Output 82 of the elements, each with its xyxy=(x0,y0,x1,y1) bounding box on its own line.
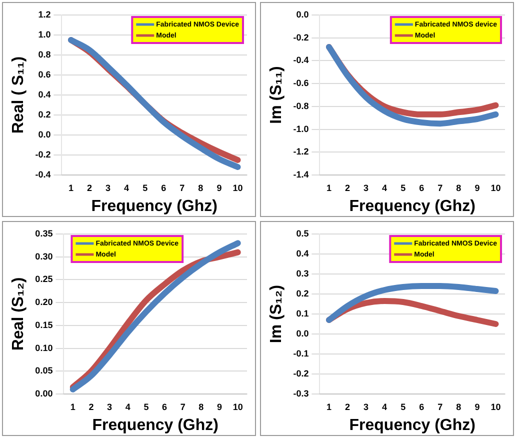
x-tick-label: 4 xyxy=(125,402,130,412)
y-tick-label: -0.2 xyxy=(293,368,309,378)
x-tick-label: 10 xyxy=(490,402,501,412)
x-tick-label: 3 xyxy=(364,402,369,412)
x-tick-label: 10 xyxy=(490,182,501,193)
x-tick-label: 9 xyxy=(474,402,480,412)
x-tick-label: 6 xyxy=(419,182,424,193)
x-tick-label: 3 xyxy=(364,182,369,193)
y-tick-label: -1.0 xyxy=(293,124,309,134)
x-tick-label: 10 xyxy=(232,182,243,193)
x-axis-title: Frequency (Ghz) xyxy=(91,198,218,215)
y-tick-label: -0.3 xyxy=(293,388,309,398)
y-tick-label: 0.0 xyxy=(296,328,309,338)
x-tick-label: 6 xyxy=(419,402,424,412)
x-tick-label: 2 xyxy=(88,402,94,412)
x-tick-label: 9 xyxy=(216,182,222,193)
x-tick-label: 4 xyxy=(382,402,388,412)
x-tick-label: 2 xyxy=(344,402,350,412)
x-tick-label: 1 xyxy=(68,182,74,193)
x-tick-label: 8 xyxy=(198,182,204,193)
y-tick-label: 0.2 xyxy=(296,288,309,298)
x-tick-label: 4 xyxy=(124,182,130,193)
x-tick-label: 7 xyxy=(438,402,443,412)
x-tick-label: 1 xyxy=(326,402,332,412)
y-tick-label: 0.25 xyxy=(35,274,53,284)
y-axis-title: Im (S₁₂) xyxy=(268,284,286,344)
y-tick-label: 0.0 xyxy=(296,9,309,20)
x-axis-title: Frequency (Ghz) xyxy=(349,198,476,215)
x-tick-label: 7 xyxy=(180,402,186,412)
y-tick-label: 0.8 xyxy=(38,49,51,60)
y-tick-label: 0.4 xyxy=(38,89,51,100)
y-tick-label: 0.1 xyxy=(296,308,309,318)
x-tick-label: 6 xyxy=(162,402,168,412)
y-tick-label: 1.2 xyxy=(38,9,51,20)
x-tick-label: 4 xyxy=(382,182,388,193)
y-tick-label: 0.30 xyxy=(35,251,53,262)
y-tick-label: -0.4 xyxy=(293,55,309,66)
y-axis-title: Real ( S₁₁) xyxy=(10,56,28,134)
x-tick-label: 1 xyxy=(326,182,332,193)
x-tick-label: 5 xyxy=(144,402,149,412)
y-tick-label: -1.2 xyxy=(293,146,309,157)
y-tick-label: 0.10 xyxy=(35,342,53,353)
y-tick-label: 1.0 xyxy=(38,29,51,40)
y-tick-label: 0.00 xyxy=(35,388,53,398)
y-tick-label: -0.2 xyxy=(35,149,51,160)
x-tick-label: 3 xyxy=(107,402,112,412)
y-tick-label: -0.4 xyxy=(35,169,51,180)
x-tick-label: 1 xyxy=(70,402,76,412)
y-tick-label: 0.2 xyxy=(38,109,51,120)
x-tick-label: 8 xyxy=(456,402,462,412)
x-tick-label: 8 xyxy=(198,402,204,412)
x-axis-title: Frequency (Ghz) xyxy=(92,416,218,434)
y-tick-label: 0.35 xyxy=(35,228,53,238)
x-tick-label: 10 xyxy=(232,402,243,412)
y-tick-label: -0.1 xyxy=(293,348,309,358)
x-tick-label: 2 xyxy=(344,182,350,193)
x-tick-label: 7 xyxy=(180,182,185,193)
x-tick-label: 5 xyxy=(142,182,148,193)
y-tick-label: -0.2 xyxy=(293,32,309,42)
y-tick-label: 0.6 xyxy=(38,69,51,80)
x-tick-label: 3 xyxy=(106,182,111,193)
y-tick-label: -0.8 xyxy=(293,100,309,111)
y-axis-title: Im (S₁₁) xyxy=(268,66,286,124)
y-axis-title: Real (S₁₂) xyxy=(10,277,28,351)
y-tick-label: -0.6 xyxy=(293,78,309,88)
x-tick-label: 9 xyxy=(217,402,222,412)
x-tick-label: 8 xyxy=(456,182,462,193)
x-tick-label: 5 xyxy=(400,402,406,412)
y-tick-label: -1.4 xyxy=(293,169,309,180)
x-tick-label: 2 xyxy=(86,182,92,193)
x-tick-label: 9 xyxy=(474,182,480,193)
y-tick-label: 0.3 xyxy=(296,268,309,278)
y-tick-label: 0.4 xyxy=(296,248,309,258)
x-axis-title: Frequency (Ghz) xyxy=(349,416,476,434)
y-tick-label: 0.0 xyxy=(38,129,51,140)
y-tick-label: 0.5 xyxy=(296,228,309,238)
x-tick-label: 7 xyxy=(438,182,443,193)
y-tick-label: 0.05 xyxy=(35,366,53,376)
x-tick-label: 5 xyxy=(400,182,406,193)
y-tick-label: 0.20 xyxy=(35,297,53,308)
y-tick-label: 0.15 xyxy=(35,320,53,330)
x-tick-label: 6 xyxy=(161,182,166,193)
